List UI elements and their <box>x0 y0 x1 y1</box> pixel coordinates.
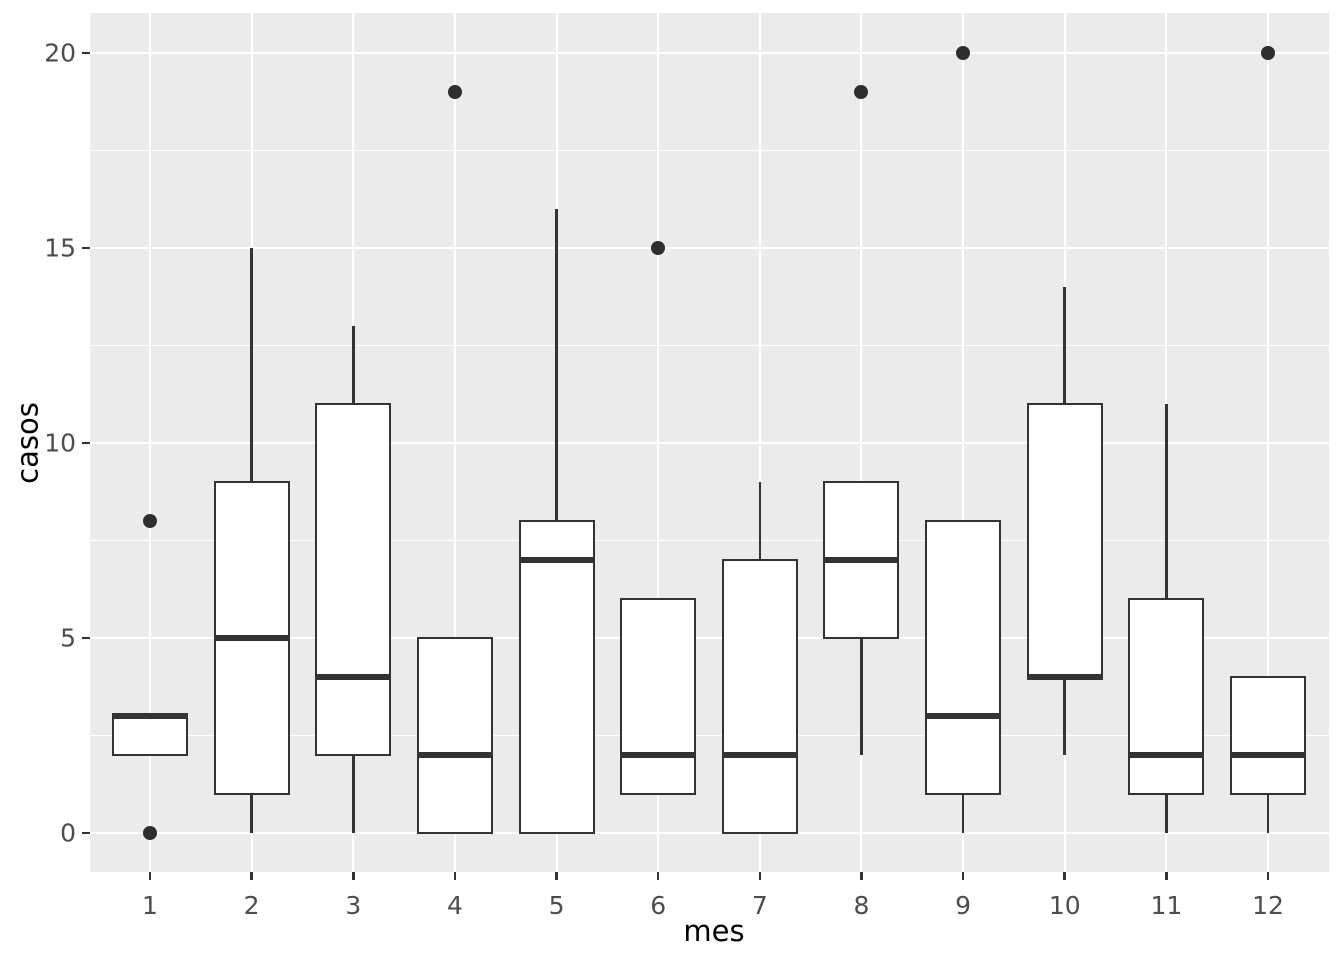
boxplot-box-month-4 <box>416 636 493 835</box>
boxplot-outlier-month-8 <box>854 85 869 99</box>
y-tick-label: 10 <box>44 428 76 458</box>
boxplot-lower-whisker-month-2 <box>250 794 253 833</box>
boxplot-box-month-11 <box>1128 597 1205 796</box>
boxplot-box-month-9 <box>925 519 1002 796</box>
gridline-minor <box>90 540 1329 541</box>
boxplot-upper-whisker-month-2 <box>250 248 253 482</box>
x-tick-label: 11 <box>1150 891 1183 920</box>
boxplot-lower-whisker-month-8 <box>860 638 863 755</box>
y-tick-mark <box>82 246 90 250</box>
gridline-major-x <box>860 13 863 872</box>
boxplot-median-month-7 <box>721 752 798 758</box>
boxplot-box-month-1 <box>112 714 188 757</box>
gridline-minor <box>90 150 1329 151</box>
boxplot-lower-whisker-month-3 <box>352 755 355 833</box>
x-tick-mark <box>1063 872 1066 880</box>
boxplot-median-month-8 <box>823 557 900 563</box>
gridline-minor <box>90 345 1329 346</box>
y-tick-label: 15 <box>44 233 76 263</box>
x-tick-label: 5 <box>548 891 565 920</box>
x-tick-label: 9 <box>955 891 972 920</box>
boxplot-lower-whisker-month-11 <box>1165 794 1168 833</box>
boxplot-upper-whisker-month-7 <box>758 482 762 560</box>
boxplot-median-month-11 <box>1128 752 1205 758</box>
y-tick-label: 5 <box>60 623 76 653</box>
y-tick-mark <box>82 51 90 55</box>
boxplot-median-month-3 <box>315 674 392 680</box>
boxplot-median-month-4 <box>416 752 493 758</box>
boxplot-upper-whisker-month-5 <box>555 209 558 521</box>
gridline-major-x <box>962 13 965 872</box>
gridline-major-x <box>758 13 761 872</box>
boxplot-outlier-month-1 <box>143 514 157 528</box>
gridline-major-x <box>453 13 456 872</box>
x-tick-label: 8 <box>853 891 870 920</box>
boxplot-median-month-5 <box>518 557 595 563</box>
boxplot-box-month-10 <box>1026 402 1103 679</box>
gridline-major <box>90 247 1329 249</box>
boxplot-outlier-month-4 <box>447 85 462 99</box>
gridline-major-x <box>657 13 660 872</box>
boxplot-median-month-1 <box>112 713 188 719</box>
boxplot-outlier-month-12 <box>1260 46 1275 60</box>
boxplot-box-month-7 <box>721 558 798 835</box>
plot-panel <box>90 13 1329 872</box>
gridline-major-x <box>1266 13 1269 872</box>
x-tick-mark <box>555 872 558 880</box>
x-tick-label: 3 <box>345 891 362 920</box>
boxplot-median-month-10 <box>1026 674 1103 680</box>
x-tick-mark <box>860 872 863 880</box>
x-tick-mark <box>758 872 762 880</box>
y-axis-title: casos <box>10 402 45 484</box>
gridline-major <box>90 832 1329 834</box>
x-tick-mark <box>1165 872 1168 880</box>
boxplot-outlier-month-9 <box>956 46 971 60</box>
y-tick-mark <box>82 831 90 835</box>
boxplot-upper-whisker-month-3 <box>352 326 355 404</box>
gridline-major <box>90 52 1329 54</box>
x-tick-mark <box>148 872 152 880</box>
boxplot-lower-whisker-month-12 <box>1266 794 1270 833</box>
x-tick-mark <box>453 872 457 880</box>
gridline-major <box>90 442 1329 444</box>
x-tick-mark <box>352 872 355 880</box>
boxplot-box-month-12 <box>1229 675 1306 796</box>
boxplot-box-month-5 <box>518 519 595 835</box>
x-tick-mark <box>250 872 253 880</box>
gridline-minor <box>90 735 1329 736</box>
boxplot-median-month-12 <box>1229 752 1306 758</box>
x-tick-label: 10 <box>1048 891 1081 920</box>
boxplot-upper-whisker-month-11 <box>1165 404 1168 599</box>
boxplot-lower-whisker-month-9 <box>961 794 965 833</box>
x-axis-title: mes <box>683 914 745 948</box>
x-tick-label: 4 <box>446 891 463 920</box>
boxplot-outlier-month-6 <box>651 241 666 255</box>
y-tick-label: 0 <box>60 818 76 848</box>
x-tick-label: 2 <box>243 891 260 920</box>
y-tick-label: 20 <box>44 38 76 68</box>
y-tick-mark <box>82 441 90 445</box>
x-tick-mark <box>1266 872 1270 880</box>
x-tick-mark <box>961 872 965 880</box>
y-tick-mark <box>82 636 90 640</box>
boxplot-median-month-2 <box>213 635 290 641</box>
x-tick-label: 7 <box>751 891 768 920</box>
x-tick-label: 12 <box>1252 891 1284 920</box>
boxplot-outlier-month-1 <box>143 826 157 840</box>
boxplot-median-month-6 <box>620 752 697 758</box>
x-tick-label: 1 <box>142 891 158 920</box>
x-tick-label: 6 <box>650 891 667 920</box>
gridline-major-x <box>149 13 151 872</box>
x-tick-mark <box>656 872 660 880</box>
boxplot-lower-whisker-month-10 <box>1063 677 1066 755</box>
boxplot-box-month-3 <box>315 402 392 757</box>
gridline-major <box>90 637 1329 639</box>
boxplot-box-month-6 <box>620 597 697 796</box>
boxplot-median-month-9 <box>925 713 1002 719</box>
boxplot-upper-whisker-month-10 <box>1063 287 1066 404</box>
